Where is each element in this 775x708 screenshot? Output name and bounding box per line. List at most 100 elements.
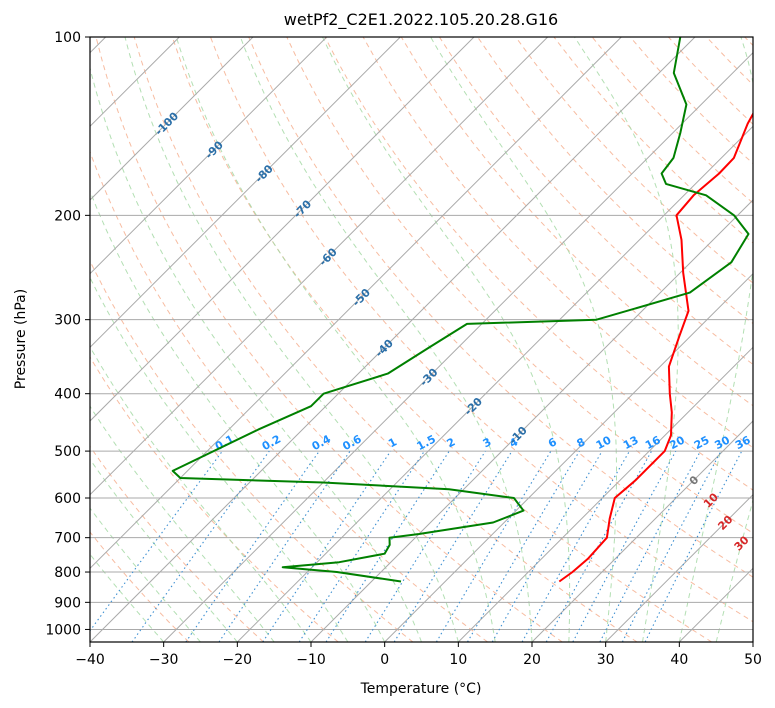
mixing-ratio-line xyxy=(521,450,630,642)
moist-adiabat xyxy=(90,458,238,642)
mixing-ratio-label: 20 xyxy=(667,433,687,452)
profile-traces xyxy=(171,37,753,583)
moist-adiabat xyxy=(90,405,275,642)
moist-adiabat xyxy=(90,553,165,642)
dry-adiabat xyxy=(515,37,753,284)
isotherm-line xyxy=(678,567,753,642)
y-axis-label: Pressure (hPa) xyxy=(13,289,29,389)
isotherm-line xyxy=(310,199,753,642)
x-tick-label: 10 xyxy=(449,652,467,668)
moist-adiabat xyxy=(90,189,386,642)
moist-adiabat xyxy=(430,37,617,642)
mixing-ratio-line xyxy=(90,450,223,632)
moist-adiabat xyxy=(322,37,571,642)
mixing-ratio-line xyxy=(364,450,486,642)
y-tick-label: 600 xyxy=(54,491,81,507)
x-tick-label: 20 xyxy=(523,652,541,668)
dry-adiabat xyxy=(248,37,753,578)
isotherm-label: -100 xyxy=(152,109,181,138)
dry-adiabat xyxy=(171,37,712,642)
x-tick-label: −40 xyxy=(75,652,105,668)
mixing-ratio-label: 10 xyxy=(594,433,614,452)
mixing-ratio-label: 13 xyxy=(621,433,641,452)
isotherm-line xyxy=(236,125,753,642)
mixing-ratio-line xyxy=(298,450,425,642)
y-tick-label: 700 xyxy=(54,531,81,547)
mixing-ratio-label: 16 xyxy=(643,433,663,452)
dry-adiabat xyxy=(591,37,753,204)
moist-adiabat-label: 30 xyxy=(732,533,752,553)
y-tick-label: 900 xyxy=(54,595,81,611)
moist-adiabat-label: 10 xyxy=(701,490,721,510)
mixing-ratio-label: 0.6 xyxy=(340,432,364,453)
plot-frame xyxy=(89,36,754,643)
x-tick-label: −20 xyxy=(223,652,253,668)
y-tick-label: 1000 xyxy=(45,622,81,638)
x-tick-label: −10 xyxy=(296,652,326,668)
chart-title: wetPf2_C2E1.2022.105.20.28.G16 xyxy=(284,10,558,30)
isotherm-line xyxy=(90,37,328,275)
moist-adiabat xyxy=(90,345,312,642)
mixing-ratio-label: 1 xyxy=(386,435,399,450)
dry-adiabat xyxy=(90,150,488,642)
mixing-ratio-line xyxy=(325,450,450,642)
mixing-ratio-line xyxy=(262,450,392,642)
mixing-ratio-label: 0.2 xyxy=(260,432,283,453)
temperature-trace xyxy=(558,111,753,583)
isotherm-line xyxy=(531,420,753,642)
isotherm-line xyxy=(90,37,401,349)
x-tick-label: 30 xyxy=(597,652,615,668)
dewpoint-trace xyxy=(171,37,750,583)
mixing-ratio-line xyxy=(599,450,701,642)
dry-adiabat xyxy=(438,37,753,366)
x-tick-label: 50 xyxy=(744,652,762,668)
y-tick-label: 400 xyxy=(54,387,81,403)
y-tick-label: 500 xyxy=(54,444,81,460)
isotherm-line xyxy=(163,51,753,642)
moist-adiabat xyxy=(90,276,349,642)
isotherm-line xyxy=(90,37,254,201)
y-tick-label: 300 xyxy=(54,313,81,329)
mixing-ratio-line xyxy=(185,450,320,642)
isotherm-line xyxy=(90,37,549,496)
isotherm-line xyxy=(384,272,753,642)
mixing-ratio-label: 8 xyxy=(575,435,588,450)
mixing-ratio-line xyxy=(393,450,513,642)
dry-adiabat xyxy=(744,37,753,47)
y-tick-label: 200 xyxy=(54,208,81,224)
y-tick-label: 800 xyxy=(54,565,81,581)
isotherm-line xyxy=(605,493,753,642)
mixing-ratio-label: 36 xyxy=(733,433,753,452)
mixing-ratio-label: 1.5 xyxy=(415,432,438,453)
dry-adiabat xyxy=(133,37,638,642)
dry-adiabat xyxy=(90,531,190,642)
dry-adiabat xyxy=(210,37,753,623)
mixing-ratio-line xyxy=(572,450,677,642)
moist-adiabat xyxy=(124,37,459,642)
moist-adiabat xyxy=(90,65,422,642)
moist-adiabat-label: 40 xyxy=(749,552,769,572)
mixing-ratio-line xyxy=(467,450,580,642)
moist-adiabat xyxy=(175,37,496,642)
moist-adiabat xyxy=(239,37,533,642)
isotherm-line xyxy=(90,37,622,570)
mixing-ratio-label: 2 xyxy=(445,435,458,450)
x-tick-label: −30 xyxy=(149,652,179,668)
mixing-ratio-label: 3 xyxy=(481,435,494,450)
dry-adiabat xyxy=(90,445,264,642)
moist-adiabat xyxy=(90,507,201,642)
moist-adiabat xyxy=(574,37,679,642)
isotherm-line xyxy=(90,37,475,422)
mixing-ratio-label: 0.4 xyxy=(310,432,334,453)
y-tick-label: 100 xyxy=(54,30,81,46)
x-tick-label: 0 xyxy=(380,652,389,668)
dry-adiabat xyxy=(90,259,414,642)
mixing-ratio-line xyxy=(435,450,552,642)
isotherm-line xyxy=(90,37,696,642)
dry-adiabat xyxy=(668,37,753,125)
x-tick-label: 40 xyxy=(670,652,688,668)
x-axis-label: Temperature (°C) xyxy=(360,681,482,697)
dry-adiabat xyxy=(95,37,563,642)
